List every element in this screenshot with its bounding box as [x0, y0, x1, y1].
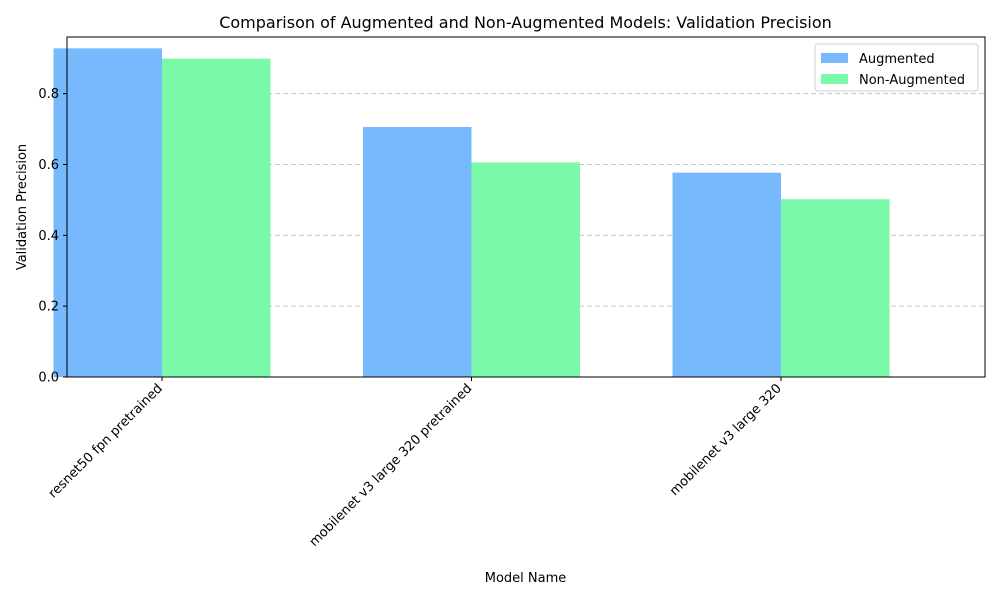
x-tick-label: mobilenet v3 large 320 [667, 381, 785, 499]
y-axis-label: Validation Precision [15, 144, 30, 270]
bar-non-augmented [471, 162, 580, 377]
x-axis-label: Model Name [485, 571, 567, 586]
chart-title: Comparison of Augmented and Non-Augmente… [219, 13, 832, 32]
y-tick-label: 0.2 [38, 300, 59, 315]
x-tick-label: mobilenet v3 large 320 pretrained [307, 381, 476, 550]
x-tick-label: resnet50 fpn pretrained [46, 381, 166, 501]
y-tick-label: 0.4 [38, 229, 59, 244]
legend-label: Non-Augmented [859, 73, 965, 88]
legend-box [814, 43, 979, 92]
y-tick-label: 0.8 [38, 87, 59, 102]
bar-augmented [363, 126, 472, 377]
bars-layer [53, 48, 890, 378]
bar-augmented [53, 48, 162, 377]
y-tick-label: 0.6 [38, 158, 59, 173]
y-tick-label: 0.0 [38, 371, 59, 386]
legend-swatch [821, 74, 848, 84]
plot-frame [66, 36, 986, 378]
bar-non-augmented [781, 199, 890, 377]
legend-swatch [821, 53, 848, 63]
legend-label: Augmented [859, 52, 935, 67]
legend: Augmented Non-Augmented [814, 43, 979, 92]
bar-augmented [672, 172, 781, 377]
bar-non-augmented [162, 58, 271, 378]
